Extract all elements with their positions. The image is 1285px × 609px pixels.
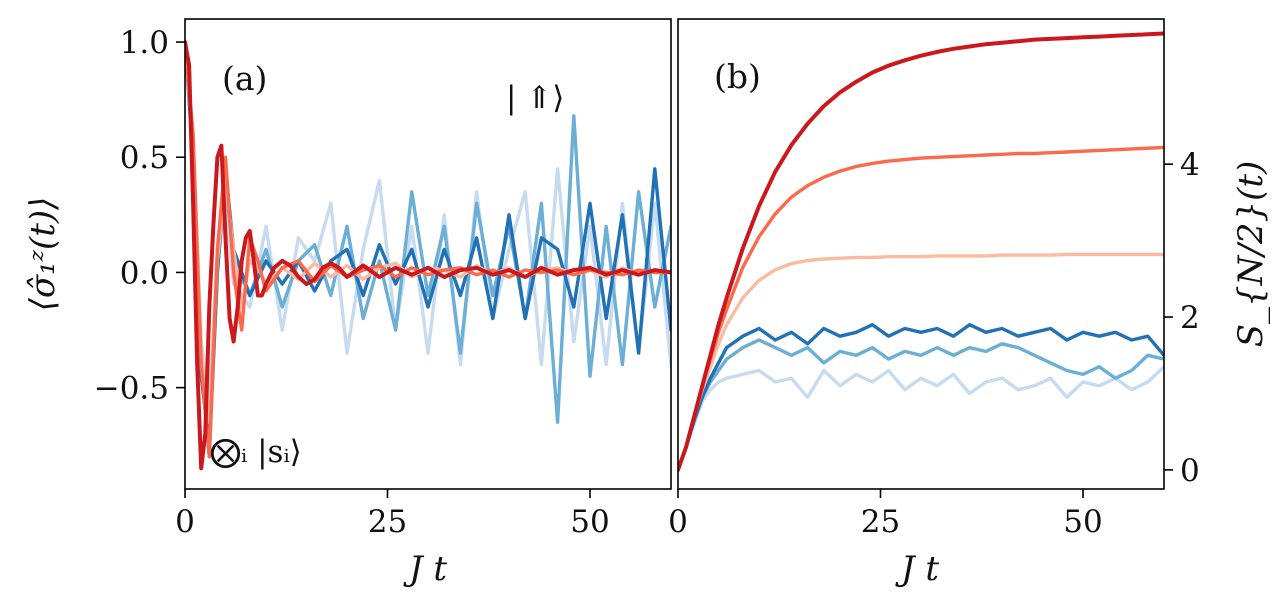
x-tick-label: 0 <box>175 504 195 540</box>
panel-b-series-line-2 <box>678 338 1164 472</box>
panel-a-label: (a) <box>222 59 267 98</box>
panel-b-frame <box>677 18 1165 490</box>
panel-a-series <box>185 40 671 471</box>
panel-a-series-line-4 <box>185 40 671 424</box>
x-tick-label: 50 <box>1063 504 1102 540</box>
y-tick-label: 0 <box>1180 453 1200 489</box>
y-tick-label: 2 <box>1180 300 1200 336</box>
annotation-product-state: ⨂ᵢ |sᵢ⟩ <box>210 434 302 470</box>
panel-b-series-line-6 <box>678 31 1164 472</box>
panel-b-xlabel: J t <box>895 549 939 589</box>
panel-b-series-line-1 <box>678 365 1164 472</box>
y-tick-label: 4 <box>1180 147 1200 183</box>
x-tick-label: 25 <box>861 504 900 540</box>
panel-a: 0 25 501.00.50.0−0.5 (a) | ⇑⟩ ⨂ᵢ |sᵢ⟩ J t … <box>23 18 672 589</box>
panel-b-label: (b) <box>714 57 761 96</box>
panel-a-series-line-3 <box>185 40 671 447</box>
panel-a-ticks: 0 25 50 1.0 0.5 0.0 −0.5 <box>94 25 610 540</box>
x-tick-label: 50 <box>570 504 609 540</box>
panel-b-ticks: 0 25 50 4 2 0 <box>668 147 1200 540</box>
panel-a-series-line-1 <box>185 40 671 401</box>
panel-b-series-line-5 <box>678 145 1164 472</box>
panel-a-ylabel: ⟨σ̂₁ᶻ(t)⟩ <box>23 197 63 312</box>
panel-a-xlabel: J t <box>403 549 447 589</box>
panel-b-series-line-3 <box>678 323 1164 472</box>
y-tick-label: −0.5 <box>94 371 169 407</box>
panel-a-frame <box>184 18 672 490</box>
x-tick-label: 25 <box>368 504 407 540</box>
y-tick-label: 0.0 <box>120 255 169 291</box>
panel-b: 0 25 50 4 2 0 (b) J t S_{N/2}(t) <box>668 18 1271 589</box>
panel-b-ylabel: S_{N/2}(t) <box>1231 161 1271 348</box>
panel-b-series <box>678 31 1164 472</box>
panel-b-series-line-4 <box>678 252 1164 472</box>
panel-a-series-line-6 <box>185 40 671 471</box>
x-tick-label: 0 <box>668 504 688 540</box>
annotation-up-state: | ⇑⟩ <box>506 80 564 116</box>
y-tick-label: 1.0 <box>120 25 169 61</box>
y-tick-label: 0.5 <box>120 140 169 176</box>
